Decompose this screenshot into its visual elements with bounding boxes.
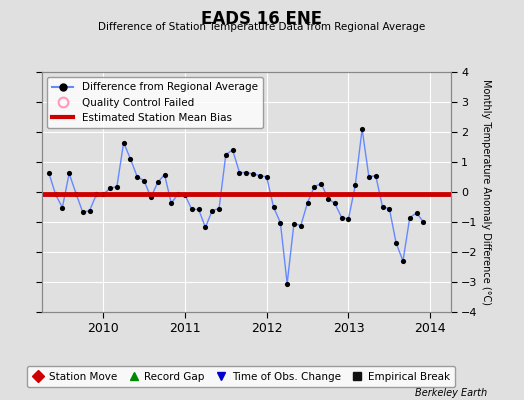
Point — [392, 240, 400, 246]
Point — [45, 169, 53, 176]
Point — [228, 147, 237, 153]
Point — [119, 139, 128, 146]
Point — [263, 174, 271, 180]
Point — [303, 199, 312, 206]
Point — [412, 210, 421, 216]
Text: Difference of Station Temperature Data from Regional Average: Difference of Station Temperature Data f… — [99, 22, 425, 32]
Point — [283, 280, 291, 287]
Point — [276, 219, 285, 226]
Point — [297, 222, 305, 229]
Point — [406, 214, 414, 221]
Legend: Difference from Regional Average, Quality Control Failed, Estimated Station Mean: Difference from Regional Average, Qualit… — [47, 77, 263, 128]
Point — [113, 183, 121, 190]
Point — [385, 205, 394, 212]
Point — [99, 191, 107, 198]
Point — [290, 220, 298, 227]
Point — [51, 191, 60, 198]
Point — [399, 258, 407, 264]
Point — [317, 180, 325, 187]
Point — [174, 190, 182, 197]
Point — [324, 195, 332, 202]
Point — [65, 170, 73, 177]
Point — [351, 182, 359, 189]
Point — [344, 216, 353, 222]
Point — [147, 194, 155, 201]
Point — [337, 214, 346, 221]
Point — [331, 200, 339, 206]
Point — [235, 169, 244, 176]
Point — [358, 126, 366, 132]
Point — [167, 200, 176, 206]
Point — [419, 219, 428, 225]
Text: Berkeley Earth: Berkeley Earth — [415, 388, 487, 398]
Point — [188, 206, 196, 213]
Point — [85, 207, 94, 214]
Point — [133, 174, 141, 180]
Point — [372, 172, 380, 179]
Point — [106, 185, 114, 192]
Text: EADS 16 ENE: EADS 16 ENE — [201, 10, 323, 28]
Point — [79, 209, 87, 216]
Legend: Station Move, Record Gap, Time of Obs. Change, Empirical Break: Station Move, Record Gap, Time of Obs. C… — [27, 366, 455, 387]
Point — [378, 204, 387, 210]
Point — [92, 191, 101, 198]
Point — [154, 179, 162, 186]
Point — [222, 151, 230, 158]
Point — [242, 169, 250, 176]
Point — [72, 190, 80, 197]
Point — [58, 204, 67, 211]
Point — [249, 171, 257, 177]
Y-axis label: Monthly Temperature Anomaly Difference (°C): Monthly Temperature Anomaly Difference (… — [482, 79, 492, 305]
Point — [181, 192, 189, 198]
Point — [208, 207, 216, 214]
Point — [140, 178, 148, 184]
Point — [310, 183, 319, 190]
Point — [365, 174, 373, 180]
Point — [256, 172, 264, 179]
Point — [160, 171, 169, 178]
Point — [194, 206, 203, 213]
Point — [269, 204, 278, 210]
Point — [126, 156, 135, 162]
Point — [201, 224, 210, 230]
Point — [215, 205, 223, 212]
